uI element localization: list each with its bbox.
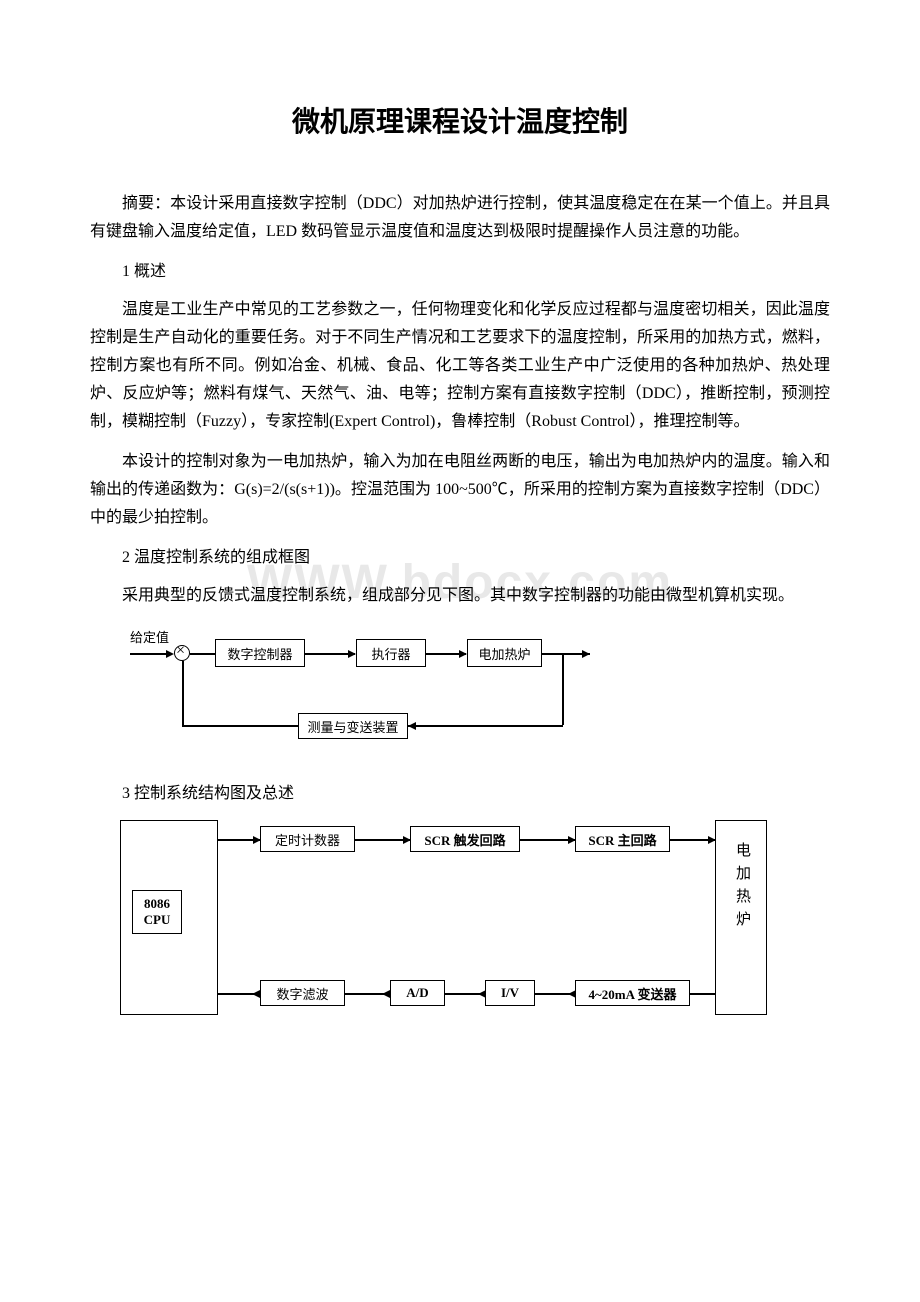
input-label: 给定值 [130, 627, 169, 646]
page-title: 微机原理课程设计温度控制 [90, 100, 830, 140]
iv-box: I/V [485, 980, 535, 1006]
section-3-heading: 3 控制系统结构图及总述 [90, 780, 830, 808]
section-1-paragraph-2: 本设计的控制对象为一电加热炉，输入为加在电阻丝两断的电压，输出为电加热炉内的温度… [90, 448, 830, 532]
digital-filter-box: 数字滤波 [260, 980, 345, 1006]
structure-diagram: 8086 CPU 电加热炉 定时计数器 SCR 触发回路 SCR 主回路 数字滤… [120, 820, 770, 1020]
section-2-paragraph-1: 采用典型的反馈式温度控制系统，组成部分见下图。其中数字控制器的功能由微型机算机实… [90, 582, 830, 610]
section-1-paragraph-1: 温度是工业生产中常见的工艺参数之一，任何物理变化和化学反应过程都与温度密切相关，… [90, 296, 830, 436]
heater-label: 电加热炉 [732, 842, 753, 934]
actuator-box: 执行器 [356, 639, 426, 667]
timer-counter-box: 定时计数器 [260, 826, 355, 852]
abstract-paragraph: 摘要：本设计采用直接数字控制（DDC）对加热炉进行控制，使其温度稳定在在某一个值… [90, 190, 830, 246]
ad-box: A/D [390, 980, 445, 1006]
section-2-heading: 2 温度控制系统的组成框图 [90, 544, 830, 572]
cpu-box: 8086 CPU [132, 890, 182, 934]
transmitter-box: 4~20mA 变送器 [575, 980, 690, 1006]
feedback-diagram: 给定值 × 数字控制器 执行器 电加热炉 测量与变送装置 [130, 625, 590, 755]
section-1-heading: 1 概述 [90, 258, 830, 286]
heater-box: 电加热炉 [467, 639, 542, 667]
digital-controller-box: 数字控制器 [215, 639, 305, 667]
scr-trigger-box: SCR 触发回路 [410, 826, 520, 852]
scr-main-box: SCR 主回路 [575, 826, 670, 852]
measurement-box: 测量与变送装置 [298, 713, 408, 739]
